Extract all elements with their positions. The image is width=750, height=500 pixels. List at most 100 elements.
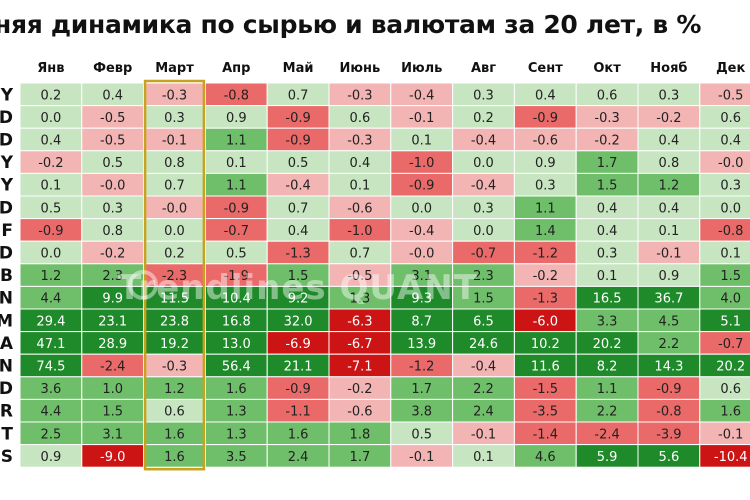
- cell-value: 5.1: [720, 314, 741, 329]
- cell-value: -0.4: [471, 179, 496, 194]
- cell-value: -0.4: [471, 360, 496, 375]
- cell-value: -1.0: [409, 156, 434, 171]
- cell-value: 0.5: [288, 156, 309, 171]
- cell-value: -0.9: [38, 224, 63, 239]
- cell-value: 9.2: [288, 292, 309, 307]
- cell-value: -0.1: [656, 247, 681, 262]
- cell-value: -0.2: [100, 247, 125, 262]
- row-label: Y: [0, 153, 14, 173]
- cell-value: -1.9: [224, 269, 249, 284]
- cell-value: 0.1: [41, 179, 62, 194]
- cell-value: 0.2: [473, 111, 494, 126]
- cell-value: 0.3: [659, 88, 680, 103]
- cell-value: 1.7: [350, 450, 371, 465]
- cell-value: 2.5: [41, 427, 62, 442]
- cell-value: 1.5: [288, 269, 309, 284]
- row-label: B: [0, 266, 13, 286]
- cell-value: -0.9: [533, 111, 558, 126]
- cell-value: 0.3: [473, 88, 494, 103]
- cell-value: 8.2: [597, 360, 618, 375]
- cell-value: 2.2: [473, 382, 494, 397]
- cell-value: -0.1: [409, 111, 434, 126]
- cell-value: 3.5: [226, 450, 247, 465]
- cell-value: 20.2: [593, 337, 622, 352]
- cell-value: 2.4: [473, 405, 494, 420]
- cell-value: 0.4: [350, 156, 371, 171]
- heatmap-cell: [699, 444, 750, 468]
- cell-value: 14.3: [654, 360, 683, 375]
- cell-value: -1.4: [533, 427, 558, 442]
- cell-value: 0.6: [597, 88, 618, 103]
- chart-title: няя динамика по сырью и валютам за 20 ле…: [0, 10, 702, 39]
- cell-value: 1.7: [597, 156, 618, 171]
- cell-value: 47.1: [36, 337, 65, 352]
- column-header: Авг: [471, 61, 496, 76]
- cell-value: -0.5: [718, 88, 743, 103]
- cell-value: -0.9: [409, 179, 434, 194]
- column-header: Янв: [37, 61, 64, 76]
- cell-value: -0.0: [100, 179, 125, 194]
- column-header: Апр: [222, 61, 250, 76]
- cell-value: 9.3: [411, 292, 432, 307]
- cell-value: 1.6: [164, 450, 185, 465]
- cell-value: 0.0: [411, 201, 432, 216]
- cell-value: -0.4: [285, 179, 310, 194]
- cell-value: 29.4: [36, 314, 65, 329]
- cell-value: 0.3: [535, 179, 556, 194]
- cell-value: 1.5: [473, 292, 494, 307]
- column-header: Март: [155, 61, 194, 76]
- cell-value: 0.5: [226, 247, 247, 262]
- cell-value: 0.4: [659, 201, 680, 216]
- cell-value: 4.6: [535, 450, 556, 465]
- row-label: Y: [0, 176, 14, 196]
- cell-value: 20.2: [716, 360, 745, 375]
- cell-value: 10.4: [222, 292, 251, 307]
- cell-value: -1.3: [285, 247, 310, 262]
- cell-value: -0.6: [533, 134, 558, 149]
- cell-value: -0.8: [656, 405, 681, 420]
- row-label: A: [0, 334, 14, 354]
- cell-value: 0.2: [164, 247, 185, 262]
- cell-value: -0.0: [409, 247, 434, 262]
- cell-value: -0.3: [162, 360, 187, 375]
- row-label: N: [0, 289, 13, 309]
- cell-value: 0.4: [41, 134, 62, 149]
- cell-value: 0.7: [350, 247, 371, 262]
- cell-value: 19.2: [160, 337, 189, 352]
- cell-value: 0.5: [41, 201, 62, 216]
- cell-value: 0.1: [411, 134, 432, 149]
- cell-value: -0.6: [347, 405, 372, 420]
- cell-value: 2.2: [597, 405, 618, 420]
- cell-value: 2.4: [288, 450, 309, 465]
- cell-value: 1.3: [350, 292, 371, 307]
- cell-value: 1.3: [226, 427, 247, 442]
- cell-value: -0.5: [347, 269, 372, 284]
- cell-value: -0.5: [100, 134, 125, 149]
- cell-value: 9.9: [102, 292, 123, 307]
- cell-value: 0.4: [102, 88, 123, 103]
- cell-value: 0.9: [659, 269, 680, 284]
- cell-value: 0.1: [659, 224, 680, 239]
- cell-value: 1.5: [720, 269, 741, 284]
- column-header: Окт: [593, 61, 621, 76]
- cell-value: -3.5: [533, 405, 558, 420]
- cell-value: 0.6: [720, 382, 741, 397]
- cell-value: 0.4: [288, 224, 309, 239]
- cell-value: 24.6: [469, 337, 498, 352]
- cell-value: 1.0: [102, 382, 123, 397]
- cell-value: 56.4: [222, 360, 251, 375]
- cell-value: 2.3: [102, 269, 123, 284]
- cell-value: 0.7: [288, 88, 309, 103]
- cell-value: -3.9: [656, 427, 681, 442]
- cell-value: -0.1: [409, 450, 434, 465]
- cell-value: 0.7: [288, 201, 309, 216]
- cell-value: -0.7: [224, 224, 249, 239]
- cell-value: -6.7: [347, 337, 372, 352]
- cell-value: 0.4: [535, 88, 556, 103]
- row-label: D: [0, 108, 13, 128]
- cell-value: 5.9: [597, 450, 618, 465]
- cell-value: 0.1: [226, 156, 247, 171]
- cell-value: 5.6: [659, 450, 680, 465]
- cell-value: 0.8: [102, 224, 123, 239]
- cell-value: 0.9: [41, 450, 62, 465]
